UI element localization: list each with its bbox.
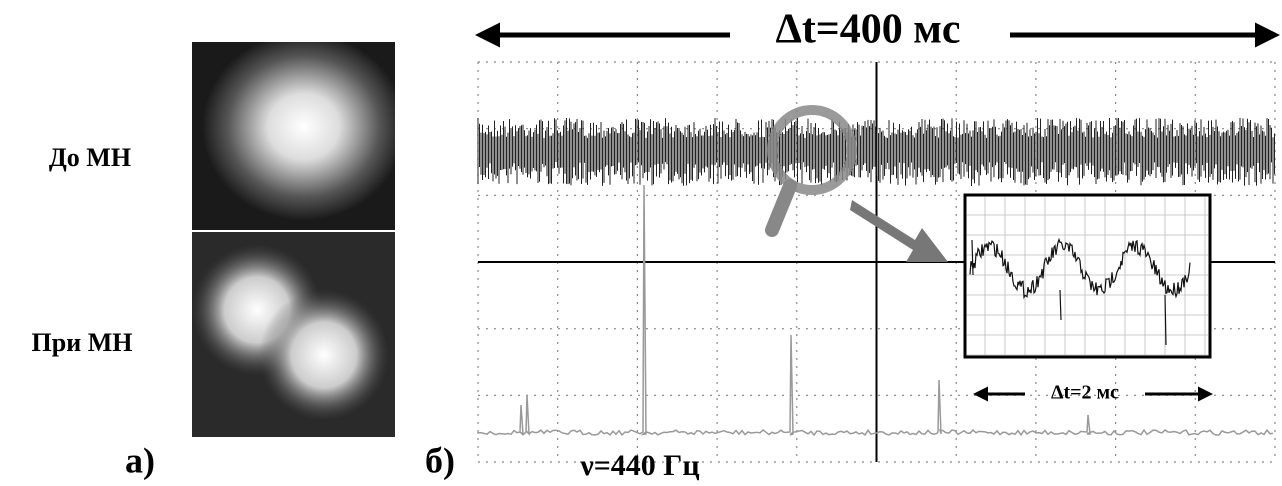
frequency: ν=440 Гц [579, 449, 699, 482]
label-after: При МН [32, 328, 133, 357]
zoom-arrow [850, 200, 948, 262]
label-before: До МН [49, 143, 131, 172]
time-span: Δt=400 мс [775, 7, 960, 53]
inset-trace [969, 237, 1191, 346]
spot-before [192, 42, 395, 230]
magnifier [767, 105, 857, 195]
signal-trace [477, 184, 1274, 437]
inset-plot [967, 197, 1208, 356]
spot-after-2 [192, 232, 395, 437]
panel-label-a: а) [125, 440, 155, 480]
noise-trace [477, 118, 1275, 186]
magnifier-handle [765, 179, 797, 237]
inset-time-span: Δt=2 мс [1051, 382, 1119, 404]
panel-label-b: б) [425, 440, 455, 480]
